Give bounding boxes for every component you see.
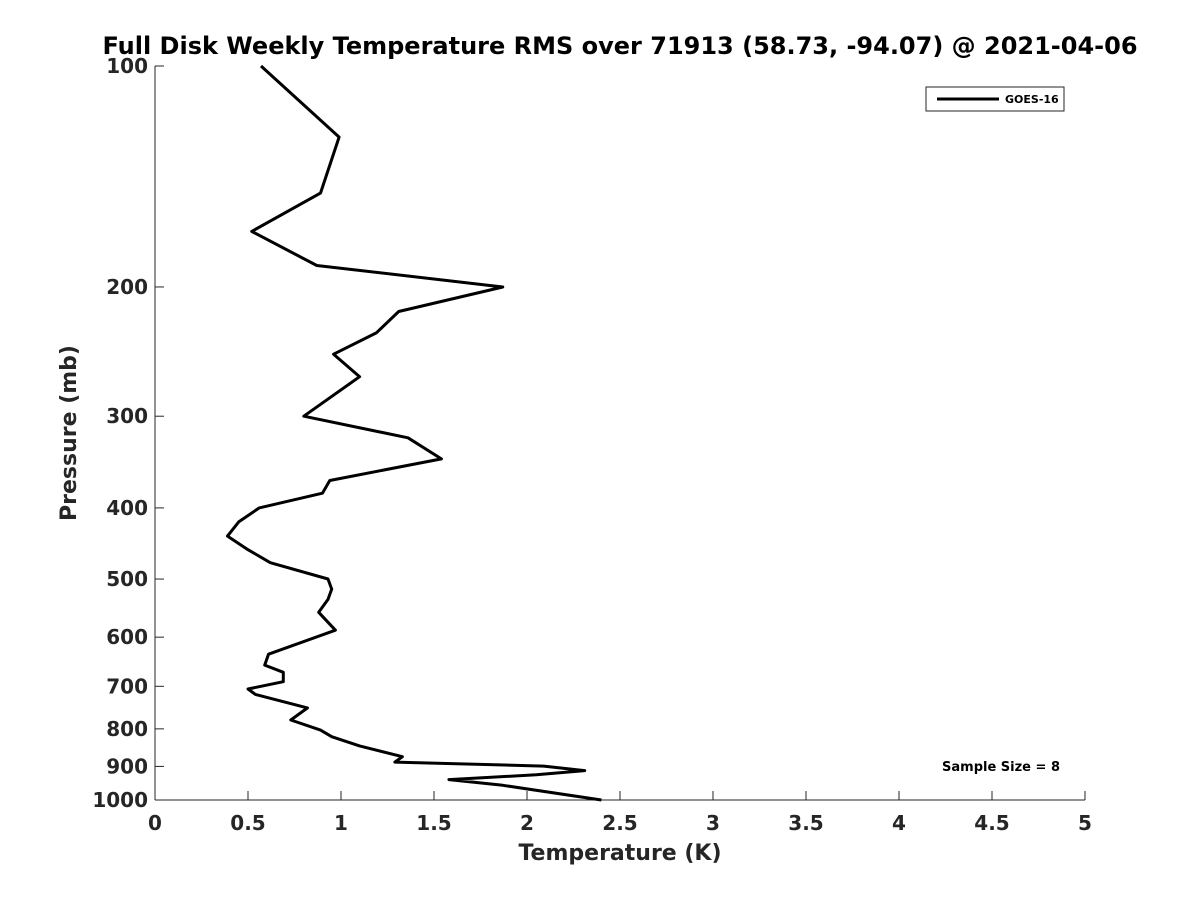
chart-title: Full Disk Weekly Temperature RMS over 71… [102, 32, 1137, 60]
x-tick-label: 5 [1078, 811, 1092, 835]
x-tick-label: 4.5 [974, 811, 1009, 835]
x-tick-label: 3 [706, 811, 720, 835]
x-tick-label: 0 [148, 811, 162, 835]
x-tick-label: 1 [334, 811, 348, 835]
x-tick-label: 3.5 [788, 811, 823, 835]
series-line-goes-16 [226, 64, 602, 802]
axes [154, 66, 1085, 801]
y-tick-label: 200 [106, 275, 148, 299]
x-tick-label: 1.5 [416, 811, 451, 835]
y-tick-label: 100 [106, 54, 148, 78]
y-axis-ticks: 100 200 300 400 500 600 700 800 900 1000 [92, 54, 164, 812]
y-tick-label: 900 [106, 754, 148, 778]
x-tick-label: 2 [520, 811, 534, 835]
y-tick-label: 500 [106, 567, 148, 591]
y-tick-label: 400 [106, 496, 148, 520]
x-axis-label: Temperature (K) [518, 841, 721, 866]
y-tick-label: 700 [106, 674, 148, 698]
legend-label-goes-16: GOES-16 [1005, 93, 1059, 106]
y-tick-label: 300 [106, 404, 148, 428]
series-layer [226, 64, 602, 802]
x-tick-label: 0.5 [230, 811, 265, 835]
x-tick-label: 4 [892, 811, 906, 835]
y-tick-label: 1000 [92, 788, 148, 812]
y-tick-label: 800 [106, 717, 148, 741]
legend: GOES-16 [925, 86, 1065, 112]
sample-size-annotation: Sample Size = 8 [942, 760, 1060, 775]
x-tick-label: 2.5 [602, 811, 637, 835]
y-axis-label: Pressure (mb) [57, 345, 82, 521]
y-tick-label: 600 [106, 625, 148, 649]
x-axis-ticks: 0 0.5 1 1.5 2 2.5 3 3.5 4 4.5 5 [148, 791, 1092, 835]
